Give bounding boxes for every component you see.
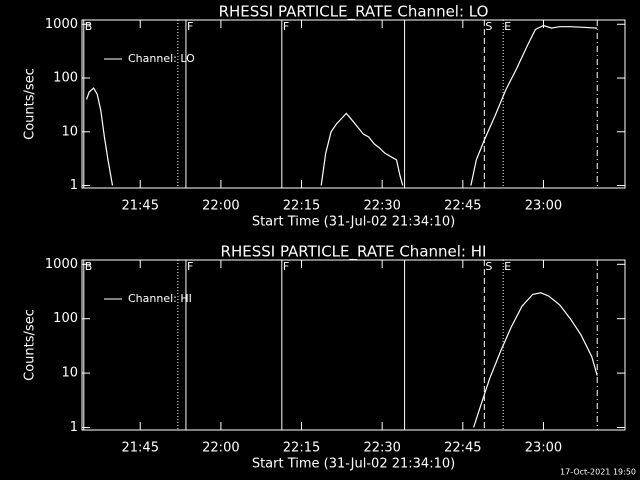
x-tick-label: 22:15 bbox=[283, 441, 320, 456]
event-label: S bbox=[485, 260, 492, 273]
x-tick-label: 23:00 bbox=[525, 199, 562, 214]
event-label: F bbox=[187, 260, 193, 273]
event-label: F bbox=[283, 20, 289, 33]
x-tick-label: 22:45 bbox=[444, 441, 481, 456]
event-label: S bbox=[485, 20, 492, 33]
x-tick-label: 21:45 bbox=[122, 441, 159, 456]
y-tick-label: 100 bbox=[53, 71, 78, 86]
series-line bbox=[85, 24, 598, 186]
x-tick-label: 22:00 bbox=[202, 199, 239, 214]
chart-title: RHESSI PARTICLE_RATE Channel: HI bbox=[221, 243, 487, 262]
series-line bbox=[473, 292, 598, 428]
event-label: E bbox=[504, 20, 511, 33]
y-axis-label: Counts/sec bbox=[23, 68, 38, 140]
x-tick-label: 22:15 bbox=[283, 199, 320, 214]
y-tick-label: 100 bbox=[53, 311, 78, 326]
x-axis-label: Start Time (31-Jul-02 21:34:10) bbox=[252, 457, 455, 472]
footer: 17-Oct-2021 19:50 bbox=[560, 468, 636, 477]
y-tick-label: 1000 bbox=[45, 257, 78, 272]
event-label: F bbox=[283, 260, 289, 273]
x-tick-label: 22:30 bbox=[363, 441, 400, 456]
event-label: F bbox=[187, 20, 193, 33]
x-axis-label: Start Time (31-Jul-02 21:34:10) bbox=[252, 215, 455, 230]
plot-frame bbox=[81, 259, 626, 431]
legend-label: Channel: HI bbox=[128, 292, 192, 305]
event-label: B bbox=[85, 260, 93, 273]
legend-label: Channel: LO bbox=[128, 52, 195, 65]
x-tick-label: 23:00 bbox=[525, 441, 562, 456]
y-axis-label: Counts/sec bbox=[23, 309, 38, 381]
y-tick-label: 1000 bbox=[45, 17, 78, 32]
y-tick-label: 10 bbox=[61, 366, 78, 381]
y-tick-label: 1 bbox=[70, 178, 78, 193]
event-label: E bbox=[504, 260, 511, 273]
y-tick-label: 1 bbox=[70, 420, 78, 435]
x-tick-label: 22:45 bbox=[444, 199, 481, 214]
x-tick-label: 22:30 bbox=[363, 199, 400, 214]
x-tick-label: 22:00 bbox=[202, 441, 239, 456]
x-tick-label: 21:45 bbox=[122, 199, 159, 214]
event-label: B bbox=[85, 20, 93, 33]
y-tick-label: 10 bbox=[61, 124, 78, 139]
plot-frame bbox=[81, 19, 626, 189]
chart-title: RHESSI PARTICLE_RATE Channel: LO bbox=[219, 3, 489, 22]
